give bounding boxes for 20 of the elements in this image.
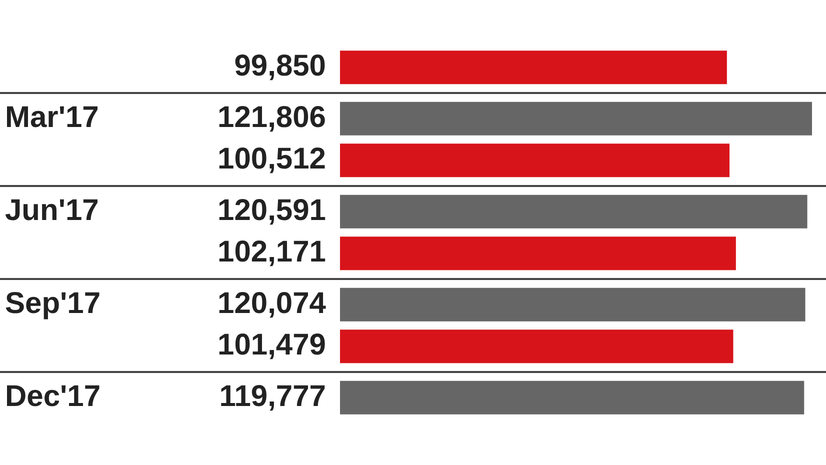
bar [340, 50, 727, 84]
bar [340, 330, 734, 364]
bar [340, 380, 804, 414]
bar [340, 102, 812, 136]
y-tick-label: Jun'17 [5, 194, 99, 227]
data-label: 101,479 [218, 328, 326, 362]
bar [340, 194, 808, 228]
bar [340, 144, 730, 178]
data-label: 102,171 [218, 236, 326, 269]
data-label: 100,512 [218, 142, 326, 176]
y-tick-label: Sep'17 [5, 286, 101, 320]
data-label: 119,777 [219, 380, 326, 413]
data-label: 99,850 [234, 50, 326, 83]
data-label: 120,591 [218, 194, 326, 227]
y-tick-label: Dec'17 [5, 380, 101, 413]
data-label: 121,806 [218, 100, 326, 134]
data-label: 120,074 [218, 286, 326, 320]
bar [340, 288, 806, 322]
bar [340, 236, 736, 270]
y-tick-label: Mar'17 [5, 100, 99, 134]
